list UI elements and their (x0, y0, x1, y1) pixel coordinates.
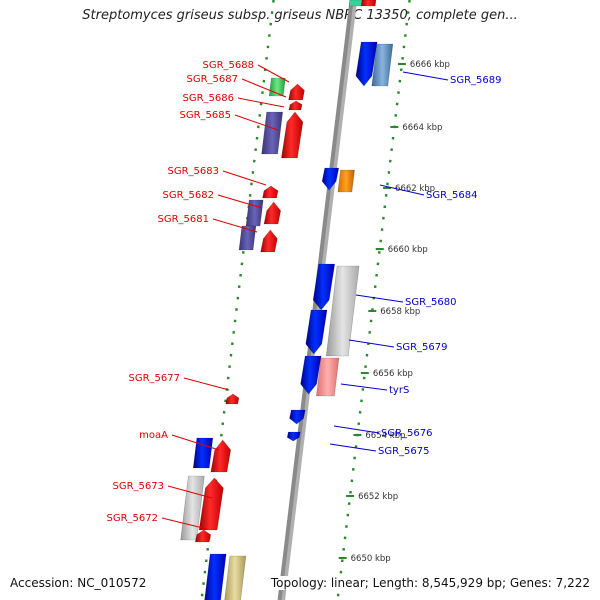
leader-right (329, 443, 377, 452)
kbp-ticks: 6666 kbp 6664 kbp 6662 kbp 6660 kbp 6658 kbp… (338, 60, 450, 564)
gene-block-purple-1 (261, 111, 284, 155)
leader-left (212, 218, 258, 233)
gene-block-blue-4 (300, 355, 322, 395)
gene-sgr-5685 (281, 111, 304, 159)
leader-right (379, 184, 425, 196)
accession-text: Accession: NC_010572 (8, 576, 149, 590)
tick-label: 6666 kbp (410, 60, 450, 70)
gene-block-blue-5 (192, 437, 214, 469)
gene-label-left: SGR_5685 (180, 110, 232, 121)
leader-left (161, 517, 208, 530)
tick-label: 6656 kbp (373, 369, 413, 379)
gene-label-left: SGR_5686 (183, 93, 235, 104)
gene-top-red (360, 0, 377, 7)
gene-label-left: SGR_5672 (107, 513, 159, 524)
gene-block-blue-3 (312, 263, 336, 311)
gene-label-right: SGR_5689 (450, 75, 502, 86)
topology-summary: Topology: linear; Length: 8,545,929 bp; … (268, 576, 592, 590)
gene-top-green (348, 0, 363, 7)
leader-right (355, 294, 404, 303)
gene-sgr-5673 (180, 475, 205, 541)
ruler-track (200, 0, 411, 600)
gene-label-left: SGR_5682 (163, 190, 215, 201)
gene-sgr-5683 (262, 185, 279, 199)
gene-block-red-tall (198, 477, 224, 531)
leader-right (333, 425, 380, 434)
tick-label: 6664 kbp (402, 123, 442, 133)
gene-block-purple-3 (238, 225, 257, 251)
gene-label-right: SGR_5675 (378, 446, 430, 457)
leader-left (241, 78, 287, 98)
gene-sgr-5689 (371, 43, 394, 87)
gene-sgr-5677 (225, 393, 240, 405)
label-leader-lines (161, 64, 449, 530)
leader-left (222, 170, 267, 186)
leader-left (171, 434, 220, 451)
gene-sgr-5679 (305, 309, 328, 355)
gene-label-left: SGR_5687 (187, 74, 239, 85)
gene-label-right: tyrS (389, 385, 409, 396)
gene-label-right: SGR_5679 (396, 342, 448, 353)
gene-labels: SGR_5688 SGR_5687 SGR_5686 SGR_5685 SGR_5683… (107, 60, 502, 524)
leader-left (237, 97, 285, 108)
tick-label: 6660 kbp (388, 245, 428, 255)
gene-sgr-5684 (337, 169, 355, 193)
gene-label-right: SGR_5676 (381, 428, 433, 439)
leader-left (217, 194, 263, 209)
gene-features (180, 0, 394, 600)
gene-sgr-5680 (325, 265, 360, 357)
tick-label: 6662 kbp (395, 184, 435, 194)
gene-sgr-5675 (286, 431, 301, 442)
gene-moaa (210, 439, 232, 473)
tick-label: 6654 kbp (365, 431, 405, 441)
leader-left (234, 114, 279, 131)
gene-label-left: SGR_5677 (129, 373, 181, 384)
gene-label-right: SGR_5684 (426, 190, 478, 201)
leader-right (340, 383, 388, 391)
gene-sgr-5672 (194, 529, 212, 543)
gene-block-blue-2 (321, 167, 340, 191)
gene-label-left: SGR_5688 (203, 60, 255, 71)
gene-block-blue-1 (355, 41, 378, 87)
gene-sgr-5687 (288, 83, 305, 101)
gene-label-left: moaA (139, 430, 168, 441)
gene-label-left: SGR_5683 (168, 166, 220, 177)
gene-sgr-5686 (288, 100, 303, 111)
gene-block-tan (224, 555, 247, 600)
gene-tyrs (316, 357, 340, 397)
tick-label: 6650 kbp (351, 554, 391, 564)
gene-sgr-5681 (260, 229, 278, 253)
leader-right (348, 339, 395, 348)
gene-label-left: SGR_5673 (113, 481, 165, 492)
gene-label-left: SGR_5681 (158, 214, 210, 225)
gene-block-purple-2 (245, 199, 264, 227)
leader-left (183, 377, 230, 391)
leader-right (402, 71, 449, 81)
tick-label: 6652 kbp (358, 492, 398, 502)
gene-sgr-5676 (289, 409, 306, 425)
gene-label-right: SGR_5680 (405, 297, 457, 308)
gene-block-blue-6 (204, 553, 227, 600)
gene-sgr-5682 (263, 201, 282, 225)
leader-left (257, 64, 290, 83)
tick-label: 6658 kbp (380, 307, 420, 317)
leader-left (167, 485, 213, 499)
